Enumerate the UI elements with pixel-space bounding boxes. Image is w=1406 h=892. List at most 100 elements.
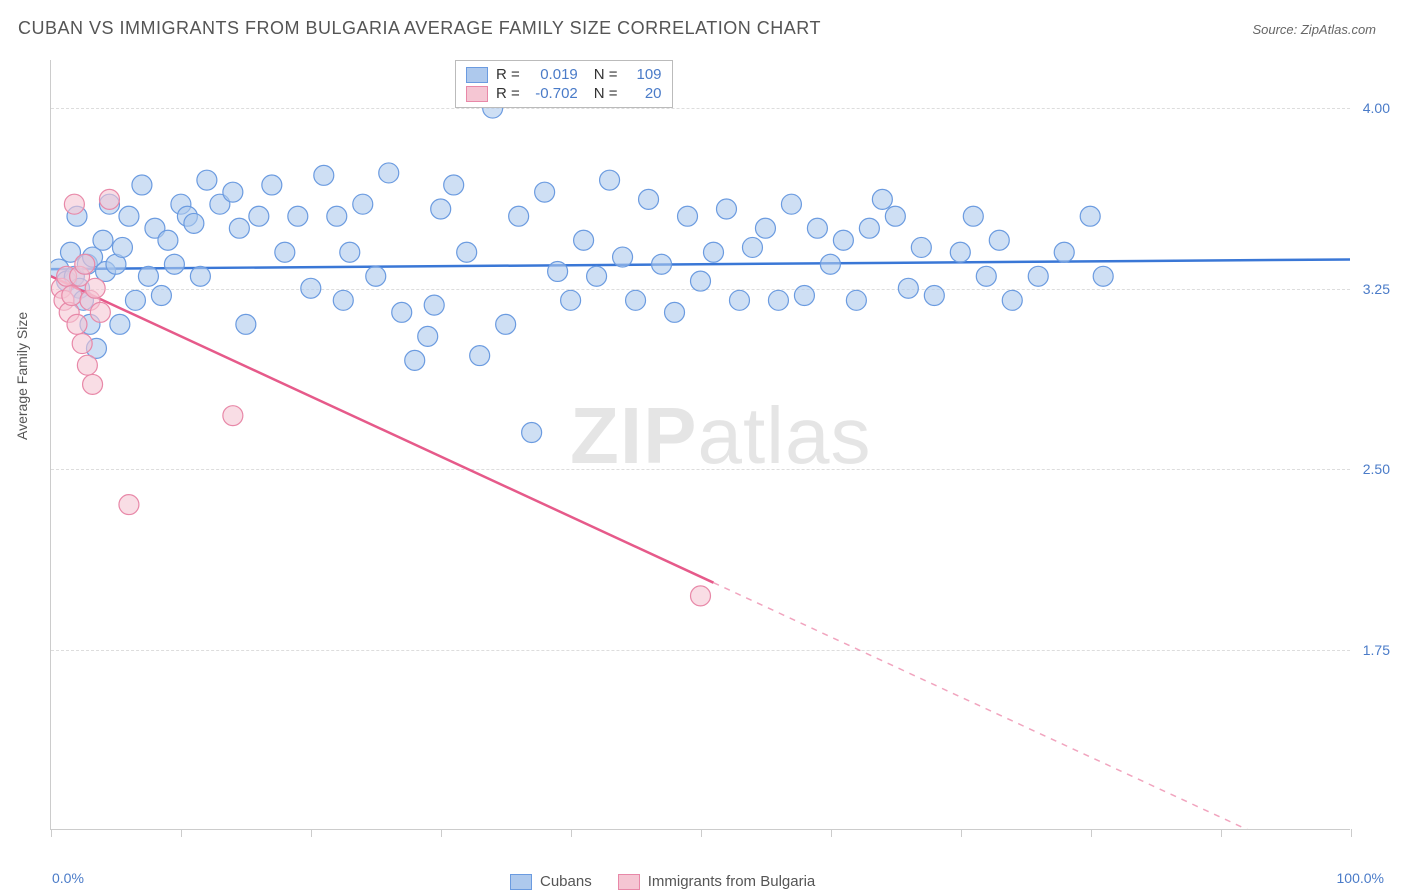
data-point [976, 266, 996, 286]
data-point [898, 278, 918, 298]
y-tick-label: 4.00 [1363, 100, 1390, 116]
data-point [288, 206, 308, 226]
data-point [85, 278, 105, 298]
data-point [418, 326, 438, 346]
data-point [158, 230, 178, 250]
data-point [729, 290, 749, 310]
data-point [93, 230, 113, 250]
data-point [333, 290, 353, 310]
data-point [1054, 242, 1074, 262]
x-tick [441, 829, 442, 837]
data-point [820, 254, 840, 274]
data-point [794, 286, 814, 306]
legend-item: Immigrants from Bulgaria [618, 873, 816, 890]
legend-r-value: -0.702 [528, 85, 578, 102]
data-point [197, 170, 217, 190]
data-point [691, 271, 711, 291]
data-point [132, 175, 152, 195]
data-point [600, 170, 620, 190]
chart-svg [51, 60, 1350, 829]
legend-n-value: 109 [626, 66, 662, 83]
data-point [327, 206, 347, 226]
data-point [833, 230, 853, 250]
data-point [626, 290, 646, 310]
regression-line [51, 259, 1350, 269]
data-point [574, 230, 594, 250]
regression-line [51, 276, 713, 582]
data-point [119, 495, 139, 515]
y-axis-label: Average Family Size [14, 312, 30, 440]
data-point [301, 278, 321, 298]
data-point [639, 189, 659, 209]
data-point [223, 182, 243, 202]
data-point [885, 206, 905, 226]
data-point [262, 175, 282, 195]
data-point [392, 302, 412, 322]
x-tick [701, 829, 702, 837]
data-point [678, 206, 698, 226]
legend-swatch [618, 874, 640, 890]
data-point [75, 254, 95, 274]
data-point [587, 266, 607, 286]
data-point [236, 314, 256, 334]
data-point [67, 314, 87, 334]
legend-n-value: 20 [626, 85, 662, 102]
data-point [151, 286, 171, 306]
x-tick [311, 829, 312, 837]
source-attribution: Source: ZipAtlas.com [1252, 22, 1376, 37]
legend-swatch [466, 67, 488, 83]
data-point [561, 290, 581, 310]
data-point [62, 286, 82, 306]
data-point [353, 194, 373, 214]
data-point [249, 206, 269, 226]
chart-title: CUBAN VS IMMIGRANTS FROM BULGARIA AVERAG… [18, 18, 821, 39]
data-point [768, 290, 788, 310]
data-point [72, 334, 92, 354]
x-tick [51, 829, 52, 837]
data-point [99, 189, 119, 209]
data-point [1028, 266, 1048, 286]
legend-r-value: 0.019 [528, 66, 578, 83]
data-point [184, 213, 204, 233]
y-tick-label: 1.75 [1363, 642, 1390, 658]
x-tick [181, 829, 182, 837]
data-point [755, 218, 775, 238]
data-point [950, 242, 970, 262]
data-point [457, 242, 477, 262]
data-point [522, 422, 542, 442]
x-tick [961, 829, 962, 837]
data-point [77, 355, 97, 375]
x-tick [1221, 829, 1222, 837]
plot-area [50, 60, 1350, 830]
data-point [989, 230, 1009, 250]
legend-r-label: R = [496, 66, 520, 83]
data-point [846, 290, 866, 310]
x-tick [1091, 829, 1092, 837]
data-point [314, 165, 334, 185]
legend-stat-row: R =-0.702N =20 [466, 84, 662, 103]
data-point [1093, 266, 1113, 286]
data-point [703, 242, 723, 262]
data-point [90, 302, 110, 322]
data-point [119, 206, 139, 226]
data-point [691, 586, 711, 606]
data-point [470, 346, 490, 366]
x-axis-min-label: 0.0% [52, 870, 84, 886]
legend-r-label: R = [496, 85, 520, 102]
data-point [138, 266, 158, 286]
data-point [229, 218, 249, 238]
data-point [1080, 206, 1100, 226]
data-point [379, 163, 399, 183]
data-point [509, 206, 529, 226]
legend-label: Immigrants from Bulgaria [648, 873, 816, 890]
data-point [613, 247, 633, 267]
data-point [665, 302, 685, 322]
data-point [112, 237, 132, 257]
data-point [340, 242, 360, 262]
legend-stat-row: R =0.019N =109 [466, 65, 662, 84]
data-point [924, 286, 944, 306]
x-tick [831, 829, 832, 837]
legend-label: Cubans [540, 873, 592, 890]
data-point [444, 175, 464, 195]
y-tick-label: 2.50 [1363, 461, 1390, 477]
